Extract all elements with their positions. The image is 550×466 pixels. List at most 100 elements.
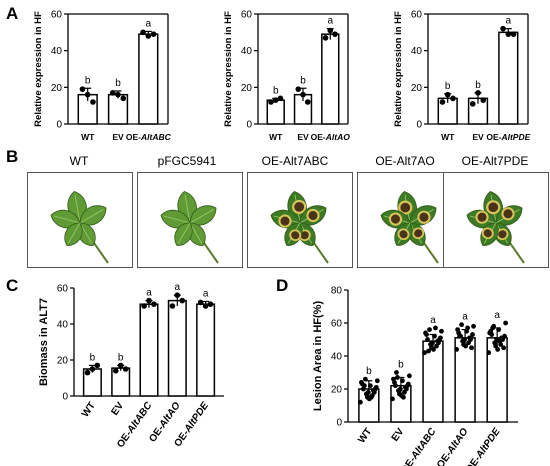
data-point	[469, 101, 476, 107]
leaf-vein	[67, 222, 81, 244]
lesion-spot	[400, 202, 411, 213]
lesion-spot	[308, 210, 318, 221]
data-point	[197, 299, 204, 306]
lesion-spot	[280, 216, 290, 226]
data-point	[500, 25, 506, 32]
y-tick-label-0: 0	[62, 392, 68, 403]
x-tick-label-1: EV	[390, 426, 407, 444]
data-point	[454, 347, 460, 352]
data-point	[115, 91, 121, 98]
data-point	[146, 297, 152, 304]
panel-letter-b: B	[6, 147, 19, 166]
x-tick-label-0: WT	[356, 426, 374, 445]
data-point	[510, 31, 517, 37]
significance-letter-1: b	[115, 78, 121, 89]
significance-letter-4: a	[494, 310, 500, 321]
data-point	[368, 394, 374, 400]
data-point	[272, 97, 279, 103]
data-point	[462, 337, 467, 342]
panel-letter-a: A	[6, 4, 19, 23]
data-point	[431, 347, 436, 352]
data-point	[465, 325, 470, 331]
data-point	[434, 343, 439, 349]
data-point	[444, 91, 451, 98]
leaf-photo-wt	[27, 172, 133, 268]
y-tick-label-0: 0	[56, 120, 62, 131]
data-point	[437, 337, 442, 342]
leaf-plant	[380, 191, 439, 264]
data-point	[400, 378, 405, 384]
data-point	[117, 362, 124, 369]
lesion-spot	[419, 212, 429, 222]
x-tick-label-2: OE-AltPDE	[486, 132, 530, 142]
photo-label-pde: OE-Alt7PDE	[461, 154, 529, 168]
x-tick-label-2: OE-AltABC	[126, 132, 172, 142]
data-point	[79, 86, 86, 92]
chart-expression-pde: 0 20 40 60 Relative expression in HF b WT b EV a O…	[393, 10, 531, 143]
data-point	[357, 399, 363, 405]
data-point	[430, 340, 435, 346]
data-point	[112, 368, 119, 374]
data-point	[401, 394, 406, 400]
leaf-vein	[163, 215, 191, 224]
leaf-vein	[53, 215, 81, 224]
significance-letter-0: b	[366, 366, 372, 377]
data-point	[459, 322, 464, 328]
lesion-spot	[498, 230, 507, 239]
data-point	[470, 332, 475, 337]
leaf-plant	[270, 191, 329, 264]
significance-letter-2: a	[327, 16, 333, 27]
lesion-spot	[488, 202, 499, 213]
significance-letter-0: b	[85, 75, 91, 86]
y-tick-label-2: 40	[411, 46, 423, 57]
data-point	[120, 95, 127, 102]
data-point	[374, 378, 380, 384]
data-point	[207, 301, 214, 307]
bar-3	[167, 299, 187, 397]
y-axis-title: Relative expression in HF	[33, 11, 44, 127]
chart-expression-abc: 0 20 40 60 Relative expression in HF b WT b EV a O…	[33, 10, 172, 143]
data-point	[398, 386, 403, 392]
data-point	[426, 348, 431, 354]
significance-letter-2: a	[506, 16, 512, 27]
data-point	[89, 366, 96, 372]
data-point	[402, 389, 407, 395]
leaf-vein	[74, 194, 81, 224]
leaf-photo-abc	[247, 172, 353, 268]
data-point	[450, 95, 456, 102]
data-point	[84, 369, 91, 376]
y-tick-label-2: 40	[331, 352, 343, 363]
leaf-vein	[177, 222, 191, 244]
data-point	[463, 343, 468, 349]
data-point	[295, 86, 302, 92]
data-point	[480, 97, 487, 103]
bar-2	[321, 33, 340, 125]
y-tick-label-2: 40	[51, 46, 63, 57]
y-tick-label-3: 60	[57, 284, 69, 295]
significance-letter-1: b	[475, 80, 481, 91]
y-tick-label-1: 20	[57, 356, 69, 367]
chart-expression-ao: 0 20 40 60 Relative expression in HF b WT b EV a O…	[223, 10, 351, 143]
data-point	[455, 327, 461, 332]
data-point	[423, 330, 428, 336]
y-axis-title: Biomass in ALT7	[38, 298, 50, 386]
data-point	[471, 323, 476, 329]
photo-label-ao: OE-Alt7AO	[375, 154, 435, 168]
photo-label-wt: WT	[69, 154, 89, 168]
lesion-spot	[483, 229, 492, 238]
data-point	[151, 301, 157, 307]
data-point	[202, 303, 209, 309]
leaf-vein	[79, 209, 104, 224]
data-point	[361, 383, 367, 389]
y-axis-title: Relative expression in HF	[393, 11, 404, 127]
y-tick-label-3: 60	[411, 10, 423, 21]
chart-lesion-area: 0 20 40 60 80 Lesion Area in HF(%) b WT b EV a OE-A…	[312, 286, 518, 466]
x-tick-label-2: OE-AltAO	[311, 132, 351, 142]
data-point	[332, 31, 338, 37]
data-point	[372, 386, 378, 392]
data-point	[404, 383, 410, 389]
lesion-spot	[300, 231, 309, 240]
leaf-plant	[466, 191, 525, 264]
y-tick-label-4: 80	[331, 286, 343, 297]
data-point	[327, 27, 334, 34]
